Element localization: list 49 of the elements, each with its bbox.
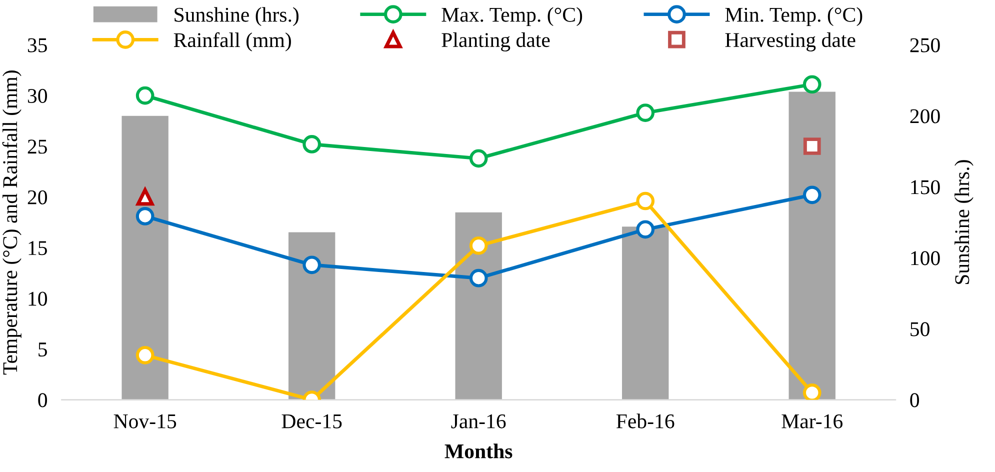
y2-tick-label: 50 [910, 322, 930, 336]
x-tick-label: Feb-16 [616, 414, 674, 428]
point [636, 220, 655, 239]
y2-tick-label: 150 [911, 180, 940, 194]
point [136, 188, 154, 206]
legend-label: Sunshine (hrs.) [174, 7, 299, 26]
bar [788, 92, 836, 400]
x-axis-title: Months [444, 444, 512, 458]
y-tick-label: 5 [38, 342, 47, 357]
y2-tick-label: 0 [910, 393, 920, 408]
bar [122, 116, 168, 400]
legend-label: Max. Temp. (°C) [442, 7, 582, 26]
y-tick-label: 10 [28, 292, 48, 306]
y-tick-label: 20 [28, 190, 48, 204]
point [802, 384, 822, 400]
legend-label: Harvesting date [725, 32, 856, 52]
y-tick-label: 30 [28, 88, 48, 103]
legend-label: Rainfall (mm) [174, 32, 291, 52]
point [302, 135, 321, 154]
point [803, 138, 821, 155]
bar [455, 212, 502, 400]
y-tick-label: 35 [28, 38, 47, 52]
y-tick-label: 15 [28, 241, 47, 256]
point [302, 256, 321, 274]
y2-tick-label: 250 [910, 38, 940, 52]
point [136, 207, 154, 226]
y-axis-title: Temperature (°C) and Rainfall (mm) [2, 70, 22, 375]
x-tick-label: Nov-15 [114, 414, 176, 428]
y2-tick-label: 100 [911, 251, 940, 266]
x-tick-label: Mar-16 [782, 414, 843, 428]
x-tick-label: Jan-16 [451, 414, 506, 428]
y2-axis-title: Sunshine (hrs.) [954, 160, 974, 284]
y-tick-label: 0 [38, 393, 48, 408]
legend-label: Planting date [442, 32, 550, 52]
x-tick-label: Dec-15 [282, 414, 342, 428]
y-tick-label: 25 [28, 140, 47, 154]
point [136, 346, 154, 364]
point [636, 192, 655, 210]
point [636, 104, 655, 122]
point [469, 268, 488, 288]
bar [288, 232, 336, 400]
bar [622, 226, 669, 400]
point [136, 86, 154, 105]
y2-tick-label: 200 [910, 109, 940, 124]
point [469, 236, 488, 255]
legend-label: Min. Temp. (°C) [725, 7, 862, 26]
point [469, 149, 488, 168]
point [802, 75, 822, 94]
point [802, 186, 822, 204]
